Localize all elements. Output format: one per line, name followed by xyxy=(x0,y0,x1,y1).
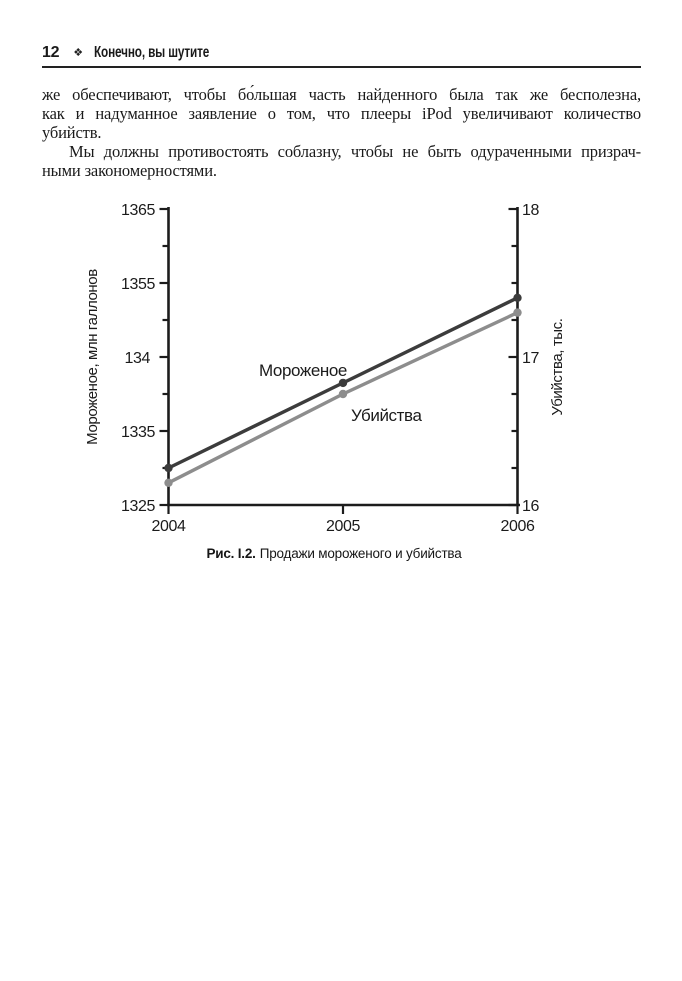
body-line: Мы должны противостоять соблазну, чтобы … xyxy=(69,142,641,161)
ornament-icon: ❖ xyxy=(73,47,84,59)
right-tick-label: 16 xyxy=(522,498,539,515)
body-line: же обеспечивают, чтобы бо́льшая часть на… xyxy=(42,85,641,104)
body-text: же обеспечивают, чтобы бо́льшая часть на… xyxy=(42,85,641,180)
right-tick-label: 17 xyxy=(522,350,539,367)
left-tick-label: 1325 xyxy=(121,498,155,515)
series-label-1: Убийства xyxy=(351,406,422,425)
series-marker-1 xyxy=(338,389,348,399)
page-header: 12 ❖ Конечно, вы шутите xyxy=(42,44,641,68)
figure-caption-label: Рис. I.2. xyxy=(206,546,256,561)
page-number: 12 xyxy=(42,44,60,61)
series-marker-1 xyxy=(513,308,522,317)
body-line: убийств. xyxy=(42,123,102,142)
right-axis-title: Убийства, тыс. xyxy=(549,318,566,415)
left-tick-label: 1365 xyxy=(121,202,155,219)
left-tick-label: 1335 xyxy=(121,424,155,441)
x-tick-label: 2006 xyxy=(501,518,535,535)
series-marker-0 xyxy=(338,378,348,388)
left-axis-title: Мороженое, млн галлонов xyxy=(84,269,101,445)
series-marker-0 xyxy=(513,293,522,302)
x-tick-label: 2005 xyxy=(326,518,360,535)
ice-cream-murders-chart: 1325 1335 134 1355 1365 16 17 18 2004 2005 2006 Мор… xyxy=(84,202,566,535)
series-marker-1 xyxy=(164,478,173,487)
series-label-0: Мороженое xyxy=(259,361,347,380)
right-tick-label: 18 xyxy=(522,202,539,219)
body-line: как и надуманное заявление о том, что пл… xyxy=(42,104,641,123)
left-tick-label: 134 xyxy=(125,350,151,367)
left-tick-label: 1355 xyxy=(121,276,155,293)
figure-caption-text: Продажи мороженого и убийства xyxy=(259,546,462,561)
x-tick-label: 2004 xyxy=(152,518,186,535)
figure-caption: Рис. I.2. Продажи мороженого и убийства xyxy=(28,546,640,561)
series-marker-0 xyxy=(164,463,173,473)
body-line: ными закономерностями. xyxy=(42,161,217,180)
running-title: Конечно, вы шутите xyxy=(94,44,210,61)
